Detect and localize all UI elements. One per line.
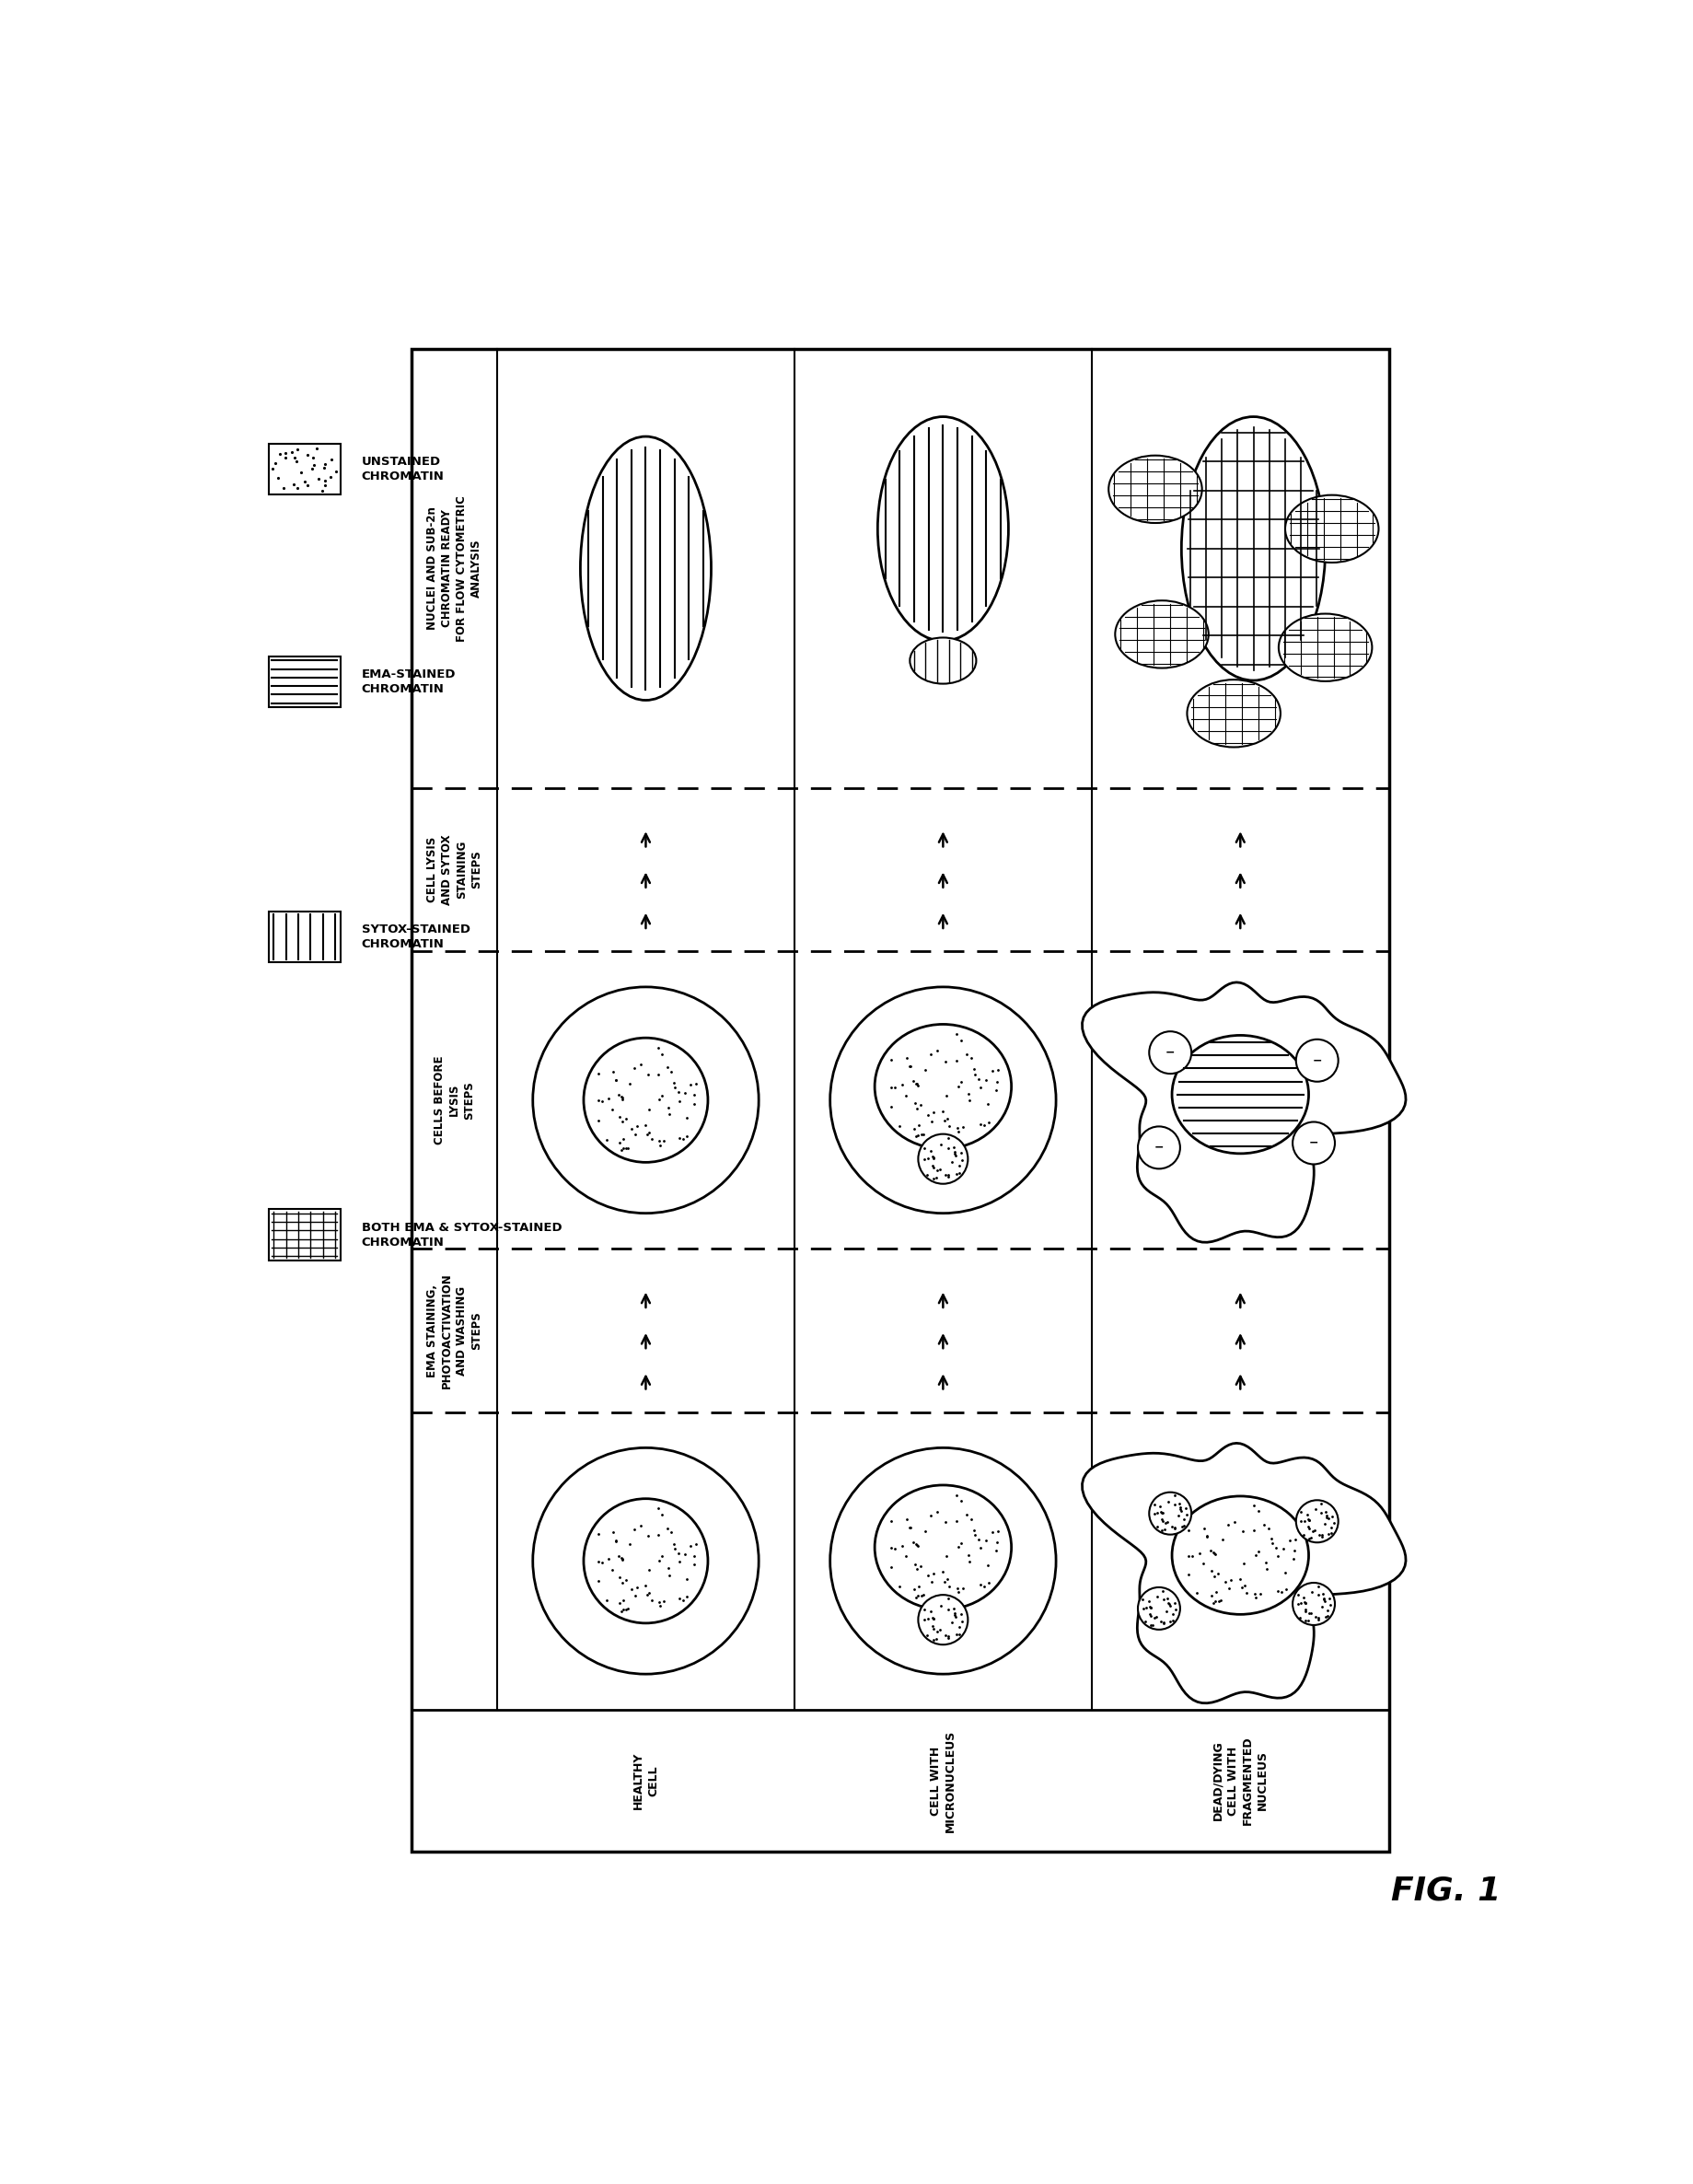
Bar <box>269 655 340 708</box>
Text: DEAD/DYING
CELL WITH
FRAGMENTED
NUCLEUS: DEAD/DYING CELL WITH FRAGMENTED NUCLEUS <box>1212 1736 1268 1826</box>
Ellipse shape <box>909 638 975 684</box>
Ellipse shape <box>1187 679 1280 747</box>
Text: EMA-STAINED
CHROMATIN: EMA-STAINED CHROMATIN <box>361 668 455 695</box>
Text: HEALTHY
CELL: HEALTHY CELL <box>631 1752 659 1808</box>
Ellipse shape <box>918 1594 967 1645</box>
Ellipse shape <box>1292 1123 1334 1164</box>
Text: −: − <box>1312 1055 1321 1066</box>
Ellipse shape <box>1180 417 1324 681</box>
Text: EMA STAINING,
PHOTOACTIVATION
AND WASHING
STEPS: EMA STAINING, PHOTOACTIVATION AND WASHIN… <box>427 1273 483 1389</box>
Ellipse shape <box>830 1448 1055 1675</box>
Bar <box>269 443 340 494</box>
Text: CELLS BEFORE
LYSIS
STEPS: CELLS BEFORE LYSIS STEPS <box>433 1055 474 1144</box>
Ellipse shape <box>1138 1588 1180 1629</box>
Ellipse shape <box>830 987 1055 1214</box>
Text: NUCLEI AND SUB-2n
CHROMATIN READY
FOR FLOW CYTOMETRIC
ANALYSIS: NUCLEI AND SUB-2n CHROMATIN READY FOR FL… <box>427 496 483 642</box>
Text: CELL LYSIS
AND SYTOX
STAINING
STEPS: CELL LYSIS AND SYTOX STAINING STEPS <box>427 834 483 904</box>
Bar <box>269 1210 340 1260</box>
Ellipse shape <box>1295 1040 1337 1081</box>
Ellipse shape <box>1138 1127 1180 1168</box>
Text: −: − <box>1153 1142 1163 1153</box>
Ellipse shape <box>1278 614 1371 681</box>
Ellipse shape <box>1172 1496 1309 1614</box>
Ellipse shape <box>533 1448 758 1675</box>
Ellipse shape <box>1148 1492 1190 1535</box>
Ellipse shape <box>1148 1031 1190 1075</box>
Ellipse shape <box>918 1133 967 1184</box>
Ellipse shape <box>1285 496 1378 563</box>
Bar <box>269 911 340 963</box>
Text: UNSTAINED
CHROMATIN: UNSTAINED CHROMATIN <box>361 456 444 483</box>
Bar <box>411 349 1388 1852</box>
Text: BOTH EMA & SYTOX-STAINED
CHROMATIN: BOTH EMA & SYTOX-STAINED CHROMATIN <box>361 1221 562 1247</box>
Ellipse shape <box>584 1037 708 1162</box>
Ellipse shape <box>877 417 1007 640</box>
Polygon shape <box>1082 1444 1405 1704</box>
Ellipse shape <box>1107 456 1202 522</box>
Text: SYTOX-STAINED
CHROMATIN: SYTOX-STAINED CHROMATIN <box>361 924 471 950</box>
Text: −: − <box>1165 1046 1175 1059</box>
Text: FIG. 1: FIG. 1 <box>1390 1874 1500 1907</box>
Ellipse shape <box>584 1498 708 1623</box>
Ellipse shape <box>533 987 758 1214</box>
Ellipse shape <box>874 1024 1011 1149</box>
Ellipse shape <box>1114 601 1207 668</box>
Ellipse shape <box>581 437 711 701</box>
Polygon shape <box>1082 983 1405 1243</box>
Text: −: − <box>1309 1138 1317 1149</box>
Ellipse shape <box>1292 1583 1334 1625</box>
Ellipse shape <box>1172 1035 1309 1153</box>
Ellipse shape <box>1295 1500 1337 1542</box>
Text: CELL WITH
MICRONUCLEUS: CELL WITH MICRONUCLEUS <box>929 1730 957 1832</box>
Ellipse shape <box>874 1485 1011 1610</box>
